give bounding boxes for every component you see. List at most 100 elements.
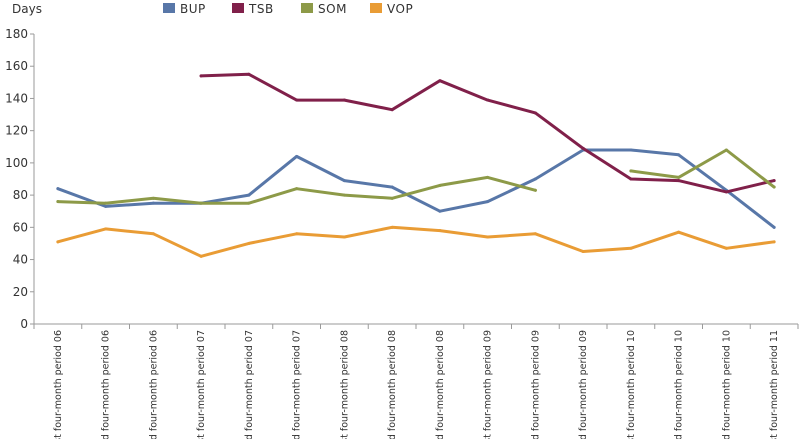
data-point [533,232,537,236]
data-point [295,98,299,102]
data-point [151,232,155,236]
data-point [56,240,60,244]
data-point [533,177,537,181]
data-point [486,235,490,239]
data-point [342,98,346,102]
data-point [199,254,203,258]
data-point [247,201,251,205]
data-point [629,169,633,173]
data-point [486,200,490,204]
data-point [247,241,251,245]
data-point [629,177,633,181]
data-point [677,230,681,234]
y-tick-label: 180 [5,27,28,41]
data-point [104,227,108,231]
legend-swatch [370,3,382,13]
x-tick-label: 2nd four-month period 07 [244,330,255,439]
data-point [629,246,633,250]
series-tsb [199,72,776,194]
data-point [104,201,108,205]
data-point [533,111,537,115]
x-tick-label: 2nd four-month period 06 [101,330,112,439]
data-point [677,179,681,183]
series-line [629,148,776,189]
series-line [56,225,776,258]
data-point [390,108,394,112]
data-point [342,235,346,239]
x-tick-label: 1st four-month period 08 [339,330,350,439]
data-point [56,187,60,191]
series-bup [56,148,776,229]
legend: BUP TSB SOM VOP [163,2,413,16]
data-point [104,204,108,208]
legend-label: BUP [180,2,206,16]
y-tick-label: 140 [5,91,28,105]
data-point [342,179,346,183]
y-axis-label: Days [12,2,42,16]
data-point [581,250,585,253]
data-point [295,154,299,158]
x-tick-label: 2nd four-month period 08 [387,330,398,439]
y-tick-label: 60 [13,220,28,234]
data-point [486,98,490,102]
data-point [56,200,60,204]
data-point [438,79,442,83]
x-axis-ticks: 1st four-month period 06 2nd four-month p… [33,324,799,439]
x-tick-label: 3rd four-month period 06 [148,330,159,439]
series-line [56,148,776,229]
data-point [151,196,155,200]
data-point [247,193,251,197]
x-tick-label: 2nd four-month period 09 [530,330,541,439]
data-point [247,72,251,76]
series-som [56,148,776,205]
data-point [677,153,681,157]
data-point [390,196,394,200]
y-axis-ticks: 0 20 40 60 80 100 120 140 160 180 [5,27,34,331]
series-line [199,72,776,194]
data-point [295,232,299,236]
data-point [199,201,203,205]
data-point [581,146,585,150]
data-point [342,193,346,197]
series-line [56,175,537,205]
x-tick-label: 1st four-month period 09 [483,330,494,439]
x-tick-label: 1st four-month period 10 [626,330,637,439]
x-tick-label: 3rd four-month period 08 [435,330,446,439]
data-point [724,148,728,152]
y-tick-label: 40 [13,253,28,267]
y-tick-label: 0 [20,317,28,331]
legend-label: VOP [387,2,413,16]
data-point [486,175,490,179]
y-tick-label: 100 [5,156,28,170]
legend-swatch [301,3,313,13]
y-tick-label: 120 [5,124,28,138]
x-tick-label: 3rd four-month period 10 [721,330,732,439]
x-tick-label: 1st four-month period 11 [769,330,780,439]
legend-label: SOM [318,2,347,16]
data-point [772,240,776,244]
data-point [677,175,681,179]
legend-label: TSB [248,2,274,16]
data-point [724,190,728,194]
x-tick-label: 3rd four-month period 09 [578,330,589,439]
data-point [772,225,776,229]
data-point [390,225,394,229]
data-point [199,74,203,78]
data-point [390,185,394,189]
series-lines [56,72,776,258]
data-point [724,246,728,250]
y-tick-label: 80 [13,188,28,202]
data-point [772,179,776,183]
data-point [438,183,442,187]
series-vop [56,225,776,258]
data-point [438,209,442,213]
legend-swatch [163,3,175,13]
y-tick-label: 160 [5,59,28,73]
x-tick-label: 1st four-month period 06 [53,330,64,439]
data-point [295,187,299,191]
data-point [438,229,442,233]
y-tick-label: 20 [13,285,28,299]
data-point [629,148,633,152]
data-point [772,185,776,189]
